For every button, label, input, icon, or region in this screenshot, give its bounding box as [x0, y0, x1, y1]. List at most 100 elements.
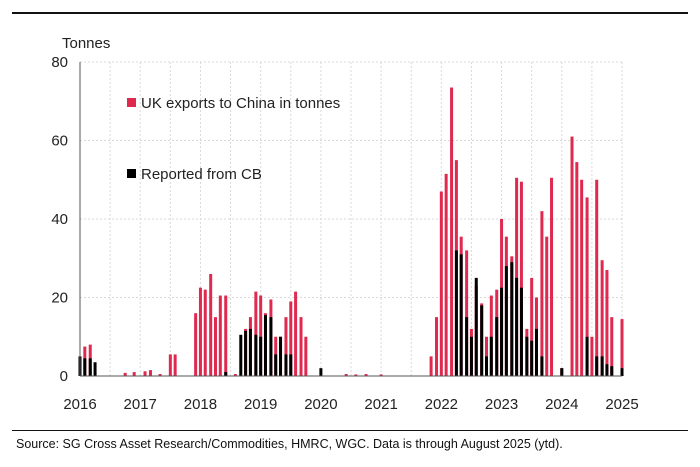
bar-reported-from-cb: [319, 368, 323, 376]
source-note: Source: SG Cross Asset Research/Commodit…: [16, 437, 563, 451]
bar-uk-exports: [429, 356, 433, 377]
bar-uk-exports: [203, 289, 207, 376]
y-tick-label: 80: [51, 54, 68, 71]
bar-uk-exports: [132, 372, 136, 376]
legend-label-reported-from-cb: Reported from CB: [141, 166, 262, 183]
bar-reported-from-cb: [244, 330, 248, 376]
bar-uk-exports: [233, 374, 237, 376]
x-tick-label: 2020: [304, 396, 337, 413]
bar-uk-exports: [435, 317, 439, 377]
bar-reported-from-cb: [530, 340, 534, 376]
bar-uk-exports: [450, 87, 454, 376]
bar-uk-exports: [595, 179, 599, 376]
y-tick-label: 0: [60, 368, 68, 385]
bar-uk-exports: [575, 162, 579, 376]
bar-reported-from-cb: [595, 356, 599, 377]
bar-reported-from-cb: [248, 328, 252, 376]
bar-uk-exports: [224, 295, 228, 376]
y-tick-label: 20: [51, 290, 68, 307]
bar-reported-from-cb: [83, 358, 87, 376]
x-tick-label: 2018: [184, 396, 217, 413]
bar-uk-exports: [550, 177, 554, 376]
bar-reported-from-cb: [465, 317, 469, 377]
bar-uk-exports: [570, 136, 574, 376]
bars: [78, 87, 624, 377]
bar-reported-from-cb: [454, 250, 458, 376]
bar-reported-from-cb: [485, 356, 488, 377]
bar-uk-exports: [173, 354, 177, 376]
bar-reported-from-cb: [489, 336, 493, 376]
bar-reported-from-cb: [274, 354, 278, 376]
bar-reported-from-cb: [605, 364, 609, 376]
x-tick-label: 2023: [485, 396, 518, 413]
x-tick-label: 2017: [124, 396, 157, 413]
bar-reported-from-cb: [279, 336, 283, 376]
bar-uk-exports: [143, 371, 147, 376]
legend-label-uk-exports: UK exports to China in tonnes: [141, 95, 340, 112]
bar-reported-from-cb: [93, 362, 97, 376]
bar-chart: 0 20 40 60 80 2016 2017 2018 2019 2020 2021 2022 202…: [51, 35, 638, 413]
bar-uk-exports: [530, 277, 534, 377]
x-tick-label: 2019: [244, 396, 277, 413]
bar-reported-from-cb: [585, 336, 589, 376]
bar-reported-from-cb: [459, 254, 463, 376]
bar-uk-exports: [218, 295, 222, 376]
bar-uk-exports: [515, 177, 519, 376]
bar-uk-exports: [590, 336, 594, 376]
bar-uk-exports: [519, 181, 523, 376]
bar-reported-from-cb: [239, 334, 243, 376]
bar-uk-exports: [158, 374, 162, 376]
bar-reported-from-cb: [224, 372, 228, 376]
bar-uk-exports: [289, 301, 293, 376]
bar-uk-exports: [304, 336, 308, 376]
bar-uk-exports: [585, 197, 589, 376]
x-tick-label: 2025: [605, 396, 638, 413]
y-axis-unit-label: Tonnes: [62, 35, 110, 52]
bar-reported-from-cb: [263, 315, 267, 376]
bar-reported-from-cb: [600, 356, 604, 377]
bar-reported-from-cb: [88, 358, 92, 376]
bar-uk-exports: [168, 354, 172, 376]
x-tick-label: 2021: [364, 396, 397, 413]
x-tick-label: 2022: [425, 396, 458, 413]
bar-uk-exports: [148, 370, 152, 376]
bar-reported-from-cb: [540, 356, 544, 377]
legend: UK exports to China in tonnes Reported f…: [127, 95, 340, 183]
bar-uk-exports: [605, 270, 609, 376]
bar-uk-exports: [198, 287, 202, 376]
bar-uk-exports: [610, 317, 614, 377]
bar-uk-exports: [354, 374, 358, 376]
bar-uk-exports: [254, 291, 258, 376]
bar-reported-from-cb: [269, 317, 273, 377]
tick-labels: 0 20 40 60 80 2016 2017 2018 2019 2020 2021 2022 202…: [51, 54, 638, 413]
bar-reported-from-cb: [515, 277, 519, 377]
bar-reported-from-cb: [469, 336, 473, 376]
bar-uk-exports: [485, 336, 488, 376]
bar-reported-from-cb: [534, 328, 538, 376]
legend-swatch-reported-from-cb: [127, 169, 136, 178]
bar-uk-exports: [299, 317, 303, 377]
bottom-rule: [12, 430, 688, 431]
bar-reported-from-cb: [474, 277, 478, 377]
bar-uk-exports: [439, 191, 443, 376]
legend-swatch-uk-exports: [127, 98, 136, 107]
bar-uk-exports: [344, 374, 348, 376]
bar-uk-exports: [259, 295, 263, 376]
x-tick-label: 2024: [545, 396, 578, 413]
bar-uk-exports: [600, 260, 604, 376]
top-rule: [12, 12, 688, 14]
bar-reported-from-cb: [500, 287, 504, 376]
bar-uk-exports: [294, 291, 298, 376]
bar-reported-from-cb: [510, 262, 514, 376]
bar-uk-exports: [489, 295, 493, 376]
bar-reported-from-cb: [284, 354, 288, 376]
bar-uk-exports: [444, 173, 448, 376]
x-tick-label: 2016: [63, 396, 96, 413]
bar-uk-exports: [465, 250, 469, 376]
bar-reported-from-cb: [620, 368, 624, 376]
bar-uk-exports: [580, 179, 584, 376]
bar-uk-exports: [209, 273, 213, 376]
bar-uk-exports: [620, 319, 624, 376]
bar-reported-from-cb: [560, 368, 564, 376]
bar-reported-from-cb: [495, 317, 499, 377]
